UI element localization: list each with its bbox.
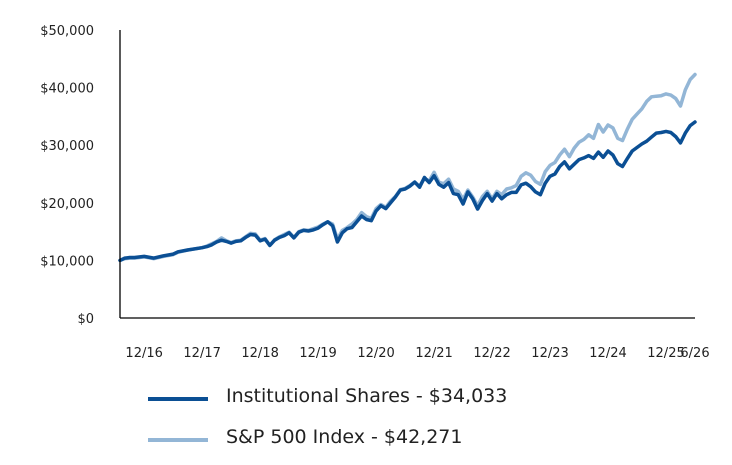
- legend-label-sp500: S&P 500 Index - $42,271: [226, 426, 463, 448]
- series-layer: [118, 72, 697, 263]
- y-tick-label: $50,000: [40, 24, 94, 39]
- legend-swatch-institutional: [148, 397, 208, 401]
- series-line-sp500: [118, 72, 697, 263]
- x-tick-label: 6/26: [680, 346, 709, 361]
- x-tick-label: 12/20: [357, 346, 394, 361]
- legend-label-institutional: Institutional Shares - $34,033: [226, 385, 508, 407]
- x-tick-label: 12/19: [299, 346, 336, 361]
- x-tick-label: 12/24: [589, 346, 626, 361]
- x-tick-label: 12/21: [415, 346, 452, 361]
- legend-swatch-sp500: [148, 438, 208, 442]
- x-axis-ticks: 12/16 12/17 12/18 12/19 12/20 12/21 12/22 12/23…: [125, 346, 709, 361]
- x-tick-label: 12/18: [241, 346, 278, 361]
- x-tick-label: 12/22: [473, 346, 510, 361]
- x-tick-label: 12/17: [183, 346, 220, 361]
- x-tick-label: 12/23: [531, 346, 568, 361]
- y-tick-label: $30,000: [40, 139, 94, 154]
- y-axis-ticks: $0 $10,000 $20,000 $30,000 $40,000 $50,000: [40, 24, 94, 327]
- y-tick-label: $40,000: [40, 82, 94, 97]
- series-line-institutional: [118, 120, 697, 263]
- y-tick-label: $0: [77, 312, 94, 327]
- x-tick-label: 12/16: [125, 346, 162, 361]
- y-tick-label: $10,000: [40, 254, 94, 269]
- x-tick-label: 12/25: [647, 346, 684, 361]
- y-tick-label: $20,000: [40, 197, 94, 212]
